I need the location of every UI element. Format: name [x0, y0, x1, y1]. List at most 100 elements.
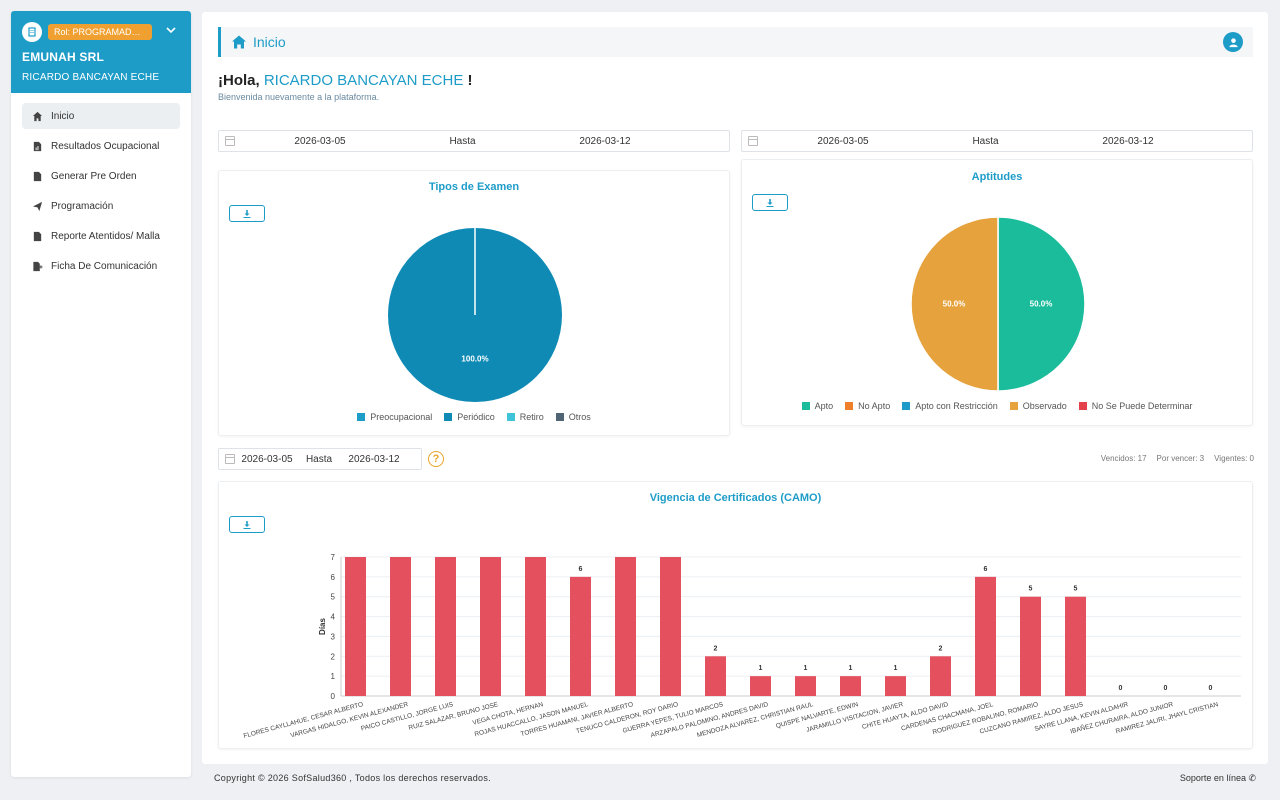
- help-icon[interactable]: ?: [428, 451, 444, 467]
- date-to[interactable]: 2026-03-12: [1102, 135, 1154, 147]
- sidebar-item-label: Inicio: [51, 110, 75, 122]
- date-from[interactable]: 2026-03-05: [241, 453, 293, 465]
- bar[interactable]: [660, 557, 681, 696]
- calendar-icon: [225, 454, 235, 464]
- date-separator: Hasta: [305, 453, 333, 465]
- pie-data-label-observado: 50.0%: [942, 299, 966, 309]
- count-vencidos: Vencidos: 17: [1100, 454, 1147, 463]
- y-tick-label: 4: [331, 613, 336, 622]
- user-menu-button[interactable]: [1223, 32, 1243, 52]
- calendar-icon: [225, 136, 235, 146]
- certificates-card: Vigencia de Certificados (CAMO) 0 1 2 3 4 5 6 7…: [218, 481, 1253, 749]
- bar[interactable]: [390, 557, 411, 696]
- bar[interactable]: [885, 676, 906, 696]
- bar-data-label: 5: [1074, 586, 1078, 593]
- date-separator: Hasta: [972, 135, 999, 147]
- greeting-subtitle: Bienvenida nuevamente a la plataforma.: [218, 92, 380, 102]
- bar[interactable]: [930, 656, 951, 696]
- bar-data-label: 1: [759, 665, 763, 672]
- aptitudes-pie: [910, 216, 1086, 392]
- download-icon: [243, 520, 251, 529]
- date-range-filter-aptitudes[interactable]: 2026-03-05 Hasta 2026-03-12: [741, 130, 1253, 152]
- bar[interactable]: [840, 676, 861, 696]
- legend-item-preocupacional[interactable]: Preocupacional: [357, 412, 432, 422]
- bar[interactable]: [345, 557, 366, 696]
- bar[interactable]: [435, 557, 456, 696]
- sidebar-item-reporte-atentidos[interactable]: Reporte Atentidos/ Malla: [22, 223, 180, 249]
- y-tick-label: 6: [331, 573, 336, 582]
- bar[interactable]: [750, 676, 771, 696]
- y-tick-label: 0: [331, 692, 336, 701]
- bar[interactable]: [480, 557, 501, 696]
- bar-data-label: 0: [1209, 685, 1213, 692]
- calendar-icon: [748, 136, 758, 146]
- page-header: Inicio: [218, 27, 1253, 57]
- date-separator: Hasta: [449, 135, 476, 147]
- legend-item-no-apto[interactable]: No Apto: [845, 401, 890, 411]
- bar[interactable]: [795, 676, 816, 696]
- legend-item-observado[interactable]: Observado: [1009, 401, 1067, 411]
- sidebar-item-ficha-comunicacion[interactable]: Ficha De Comunicación: [22, 253, 180, 279]
- bar-data-label: 6: [984, 566, 988, 573]
- download-icon: [766, 198, 774, 207]
- legend-item-apto[interactable]: Apto: [801, 401, 833, 411]
- pie-data-label-apto: 50.0%: [1029, 299, 1053, 309]
- page-title: Inicio: [253, 34, 286, 50]
- date-range-filter-exam-types[interactable]: 2026-03-05 Hasta 2026-03-12: [218, 130, 730, 152]
- download-button[interactable]: [229, 516, 265, 533]
- chevron-down-icon[interactable]: [164, 23, 178, 37]
- greeting-name: RICARDO BANCAYAN ECHE: [263, 72, 464, 89]
- bar[interactable]: [705, 656, 726, 696]
- sidebar-item-programacion[interactable]: Programación: [22, 193, 180, 219]
- count-por-vencer: Por vencer: 3: [1156, 454, 1205, 463]
- bar-data-label: 1: [849, 665, 853, 672]
- date-from[interactable]: 2026-03-05: [817, 135, 869, 147]
- date-from[interactable]: 2026-03-05: [294, 135, 346, 147]
- legend-item-no-determinar[interactable]: No Se Puede Determinar: [1078, 401, 1192, 411]
- sidebar-item-label: Reporte Atentidos/ Malla: [51, 230, 160, 242]
- bar[interactable]: [525, 557, 546, 696]
- role-badge: Rol: PROGRAMADOR,...: [48, 24, 152, 40]
- home-icon: [32, 111, 43, 121]
- home-icon: [232, 35, 246, 49]
- file-icon: [33, 231, 42, 241]
- bar[interactable]: [975, 576, 996, 696]
- sidebar-menu: Inicio Resultados Ocupacional Generar Pr…: [11, 93, 191, 293]
- bar-data-label: 2: [714, 645, 718, 652]
- pie-slice-apto[interactable]: [997, 216, 1086, 392]
- download-button[interactable]: [752, 194, 788, 211]
- bar-data-label: 1: [894, 665, 898, 672]
- exam-types-title: Tipos de Examen: [428, 181, 520, 193]
- bar-data-label: 6: [579, 566, 583, 573]
- date-to[interactable]: 2026-03-12: [348, 453, 400, 465]
- legend-item-apto-restriccion[interactable]: Apto con Restricción: [902, 401, 998, 411]
- legend-item-periodico[interactable]: Periódico: [444, 412, 495, 422]
- bar[interactable]: [570, 576, 591, 696]
- exam-types-legend: Preocupacional Periódico Retiro Otros: [219, 412, 729, 422]
- pie-slice-observado[interactable]: [910, 216, 999, 392]
- download-button[interactable]: [229, 205, 265, 222]
- sidebar-item-inicio[interactable]: Inicio: [22, 103, 180, 129]
- bar[interactable]: [615, 557, 636, 696]
- date-to[interactable]: 2026-03-12: [579, 135, 631, 147]
- legend-item-otros[interactable]: Otros: [555, 412, 591, 422]
- support-link[interactable]: Soporte en línea ✆: [1179, 773, 1256, 783]
- main-content: Inicio ¡Hola, RICARDO BANCAYAN ECHE ! Bi…: [202, 12, 1268, 764]
- bar-data-label: 1: [804, 665, 808, 672]
- greeting: ¡Hola, RICARDO BANCAYAN ECHE !: [218, 72, 473, 89]
- user-name: RICARDO BANCAYAN ECHE: [22, 72, 160, 83]
- bar[interactable]: [1020, 596, 1041, 696]
- y-tick-label: 3: [331, 632, 336, 641]
- date-range-filter-certificates[interactable]: 2026-03-05 Hasta 2026-03-12: [218, 448, 422, 470]
- y-tick-label: 7: [331, 553, 336, 562]
- certificates-title: Vigencia de Certificados (CAMO): [649, 492, 822, 504]
- sidebar-item-resultados-ocupacional[interactable]: Resultados Ocupacional: [22, 133, 180, 159]
- aptitudes-card: Aptitudes 50.0% 50.0% Apto No Apto Apto …: [741, 159, 1253, 426]
- bar[interactable]: [1065, 596, 1086, 696]
- sidebar-item-generar-pre-orden[interactable]: Generar Pre Orden: [22, 163, 180, 189]
- exam-types-pie: [388, 228, 562, 402]
- bar-data-label: 0: [1119, 685, 1123, 692]
- exam-types-card: Tipos de Examen 100.0% Preocupacional Pe…: [218, 170, 730, 436]
- legend-item-retiro[interactable]: Retiro: [506, 412, 544, 422]
- download-icon: [243, 209, 251, 218]
